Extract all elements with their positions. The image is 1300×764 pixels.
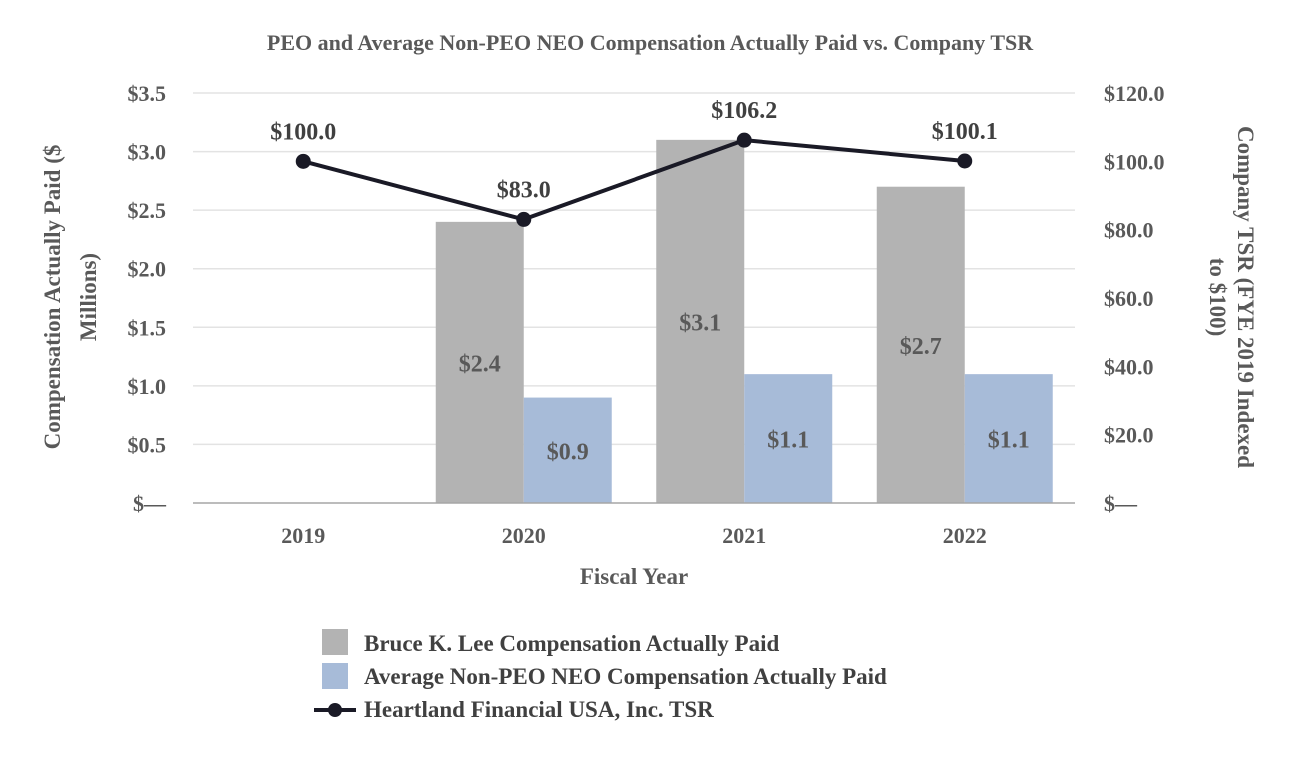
bar-data-label: $3.1 xyxy=(679,310,721,336)
y-tick-label-left: $3.5 xyxy=(128,81,167,106)
legend: Bruce K. Lee Compensation Actually Paid … xyxy=(314,629,887,722)
legend-label-tsr: Heartland Financial USA, Inc. TSR xyxy=(364,697,714,722)
bar-data-label: $1.1 xyxy=(767,428,809,454)
y-tick-label-right: $100.0 xyxy=(1104,149,1165,174)
bar xyxy=(435,221,524,503)
y-tick-label-left: $2.5 xyxy=(128,198,167,223)
tsr-point xyxy=(736,132,752,148)
legend-swatch-peo xyxy=(322,629,348,655)
bar xyxy=(656,139,745,503)
y-tick-label-right: $80.0 xyxy=(1104,218,1154,243)
bar xyxy=(523,397,612,503)
y-tick-label-right: $120.0 xyxy=(1104,81,1165,106)
legend-label-peo: Bruce K. Lee Compensation Actually Paid xyxy=(364,631,779,656)
x-tick-label: 2022 xyxy=(943,523,987,548)
y-tick-label-right: $40.0 xyxy=(1104,354,1154,379)
y-axis-title-right-line1: Company TSR (FYE 2019 Indexed xyxy=(1233,126,1258,468)
bar xyxy=(964,374,1053,503)
tsr-data-label: $106.2 xyxy=(711,98,777,124)
y-tick-label-left: $2.0 xyxy=(128,257,167,282)
y-axis-right: $120.0 $100.0 $80.0 $60.0 $40.0 $20.0 $— xyxy=(1104,81,1165,516)
x-tick-label: 2020 xyxy=(502,523,546,548)
tsr-line-series: $100.0 $83.0 $106.2 $100.1 xyxy=(270,98,998,227)
bar xyxy=(876,186,965,503)
tsr-line xyxy=(302,138,965,222)
y-axis-left: $3.5 $3.0 $2.5 $2.0 $1.5 $1.0 $0.5 $— xyxy=(128,81,168,516)
legend-swatch-non-peo xyxy=(322,663,348,689)
legend-marker-tsr xyxy=(328,703,342,717)
bars: $2.4 $3.1 $2.7 $0.9 $1.1 $1.1 xyxy=(435,139,1053,503)
tsr-point xyxy=(516,211,532,227)
tsr-data-label: $83.0 xyxy=(497,177,551,203)
tsr-point xyxy=(957,153,973,169)
y-axis-title-left-line2: Millions) xyxy=(76,253,101,341)
y-tick-label-left: $3.0 xyxy=(128,140,167,165)
y-axis-title-right-line2: to $100) xyxy=(1205,258,1230,337)
y-axis-title-left-line1: Compensation Actually Paid ($ xyxy=(40,145,65,450)
bar-data-label: $2.4 xyxy=(459,351,501,377)
y-axis-title-right: Company TSR (FYE 2019 Indexed to $100) xyxy=(1205,126,1258,468)
x-axis-title: Fiscal Year xyxy=(580,564,688,589)
x-tick-label: 2019 xyxy=(281,523,325,548)
y-tick-label-right: $60.0 xyxy=(1104,286,1154,311)
tsr-data-label: $100.1 xyxy=(932,119,998,145)
x-tick-label: 2021 xyxy=(722,523,766,548)
y-tick-label-right: $20.0 xyxy=(1104,423,1154,448)
tsr-data-label: $100.0 xyxy=(270,119,336,145)
chart-title: PEO and Average Non-PEO NEO Compensation… xyxy=(267,30,1034,55)
legend-label-non-peo: Average Non-PEO NEO Compensation Actuall… xyxy=(364,664,887,689)
bar xyxy=(744,374,833,503)
bar-data-label: $2.7 xyxy=(900,334,942,360)
tsr-point xyxy=(295,153,311,169)
y-tick-label-left: $1.5 xyxy=(128,315,167,340)
y-tick-label-left: $0.5 xyxy=(128,432,167,457)
x-axis: 2019 2020 2021 2022 xyxy=(281,523,987,548)
bar-data-label: $0.9 xyxy=(547,439,589,465)
y-axis-title-left: Compensation Actually Paid ($ Millions) xyxy=(40,145,101,450)
bar-data-label: $1.1 xyxy=(988,428,1030,454)
y-tick-label-left: $1.0 xyxy=(128,374,167,399)
gridlines xyxy=(193,92,1075,446)
y-tick-label-right: $— xyxy=(1104,491,1138,516)
y-tick-label-left: $— xyxy=(133,491,167,516)
